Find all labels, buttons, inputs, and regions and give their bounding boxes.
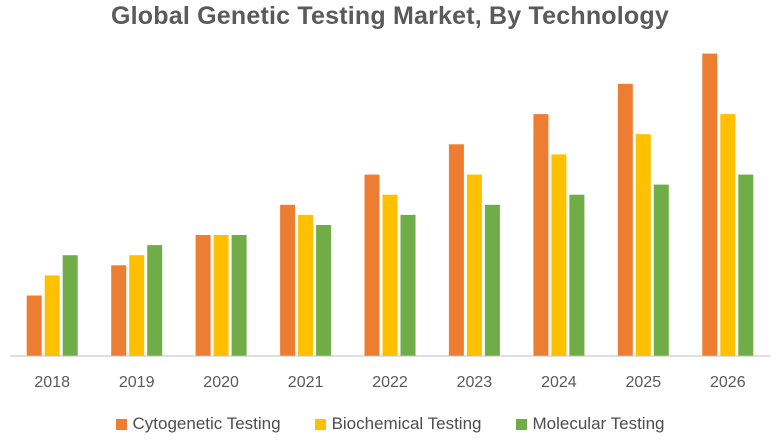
bar-molecular-testing-2025 xyxy=(653,184,669,356)
bar-molecular-testing-2022 xyxy=(400,214,416,356)
bar-biochemical-testing-2018 xyxy=(44,275,60,356)
bar-biochemical-testing-2024 xyxy=(551,154,567,356)
x-tick-label: 2026 xyxy=(710,374,746,391)
bar-cytogenetic-testing-2024 xyxy=(533,114,549,356)
bar-cytogenetic-testing-2025 xyxy=(617,83,633,357)
legend-item: Cytogenetic Testing xyxy=(115,414,281,434)
bar-molecular-testing-2023 xyxy=(484,204,500,356)
legend-label: Molecular Testing xyxy=(532,414,665,433)
bar-cytogenetic-testing-2022 xyxy=(364,174,380,356)
legend-label: Biochemical Testing xyxy=(331,414,482,433)
chart-title: Global Genetic Testing Market, By Techno… xyxy=(111,2,669,30)
bar-cytogenetic-testing-2019 xyxy=(111,265,127,356)
bar-cytogenetic-testing-2020 xyxy=(195,235,211,356)
bar-molecular-testing-2024 xyxy=(569,194,585,356)
x-tick-label: 2019 xyxy=(119,374,155,391)
bar-biochemical-testing-2022 xyxy=(382,194,398,356)
bar-molecular-testing-2021 xyxy=(316,225,332,356)
legend-swatch xyxy=(515,418,527,430)
bar-cytogenetic-testing-2026 xyxy=(702,53,718,356)
legend-item: Biochemical Testing xyxy=(314,414,482,434)
x-tick-label: 2018 xyxy=(34,374,70,391)
legend-swatch xyxy=(115,418,127,430)
legend-label: Cytogenetic Testing xyxy=(132,414,281,433)
bar-biochemical-testing-2019 xyxy=(129,255,145,356)
x-tick-label: 2025 xyxy=(626,374,662,391)
bar-molecular-testing-2019 xyxy=(147,245,163,356)
bar-biochemical-testing-2021 xyxy=(298,214,314,356)
legend-item: Molecular Testing xyxy=(515,414,665,434)
x-tick-label: 2020 xyxy=(203,374,239,391)
bar-molecular-testing-2020 xyxy=(231,235,247,356)
x-tick-label: 2023 xyxy=(457,374,493,391)
bar-biochemical-testing-2025 xyxy=(635,134,651,356)
x-tick-label: 2022 xyxy=(372,374,408,391)
bar-molecular-testing-2026 xyxy=(738,174,754,356)
x-tick-label: 2024 xyxy=(541,374,577,391)
bar-biochemical-testing-2020 xyxy=(213,235,229,356)
bar-biochemical-testing-2026 xyxy=(720,114,736,356)
legend-swatch xyxy=(314,418,326,430)
bar-cytogenetic-testing-2023 xyxy=(448,144,464,356)
bar-cytogenetic-testing-2021 xyxy=(280,204,296,356)
legend: Cytogenetic Testing Biochemical Testing Mo… xyxy=(0,414,780,434)
bar-biochemical-testing-2023 xyxy=(466,174,482,356)
bar-cytogenetic-testing-2018 xyxy=(26,295,42,356)
x-tick-label: 2021 xyxy=(288,374,324,391)
bar-molecular-testing-2018 xyxy=(62,255,78,356)
